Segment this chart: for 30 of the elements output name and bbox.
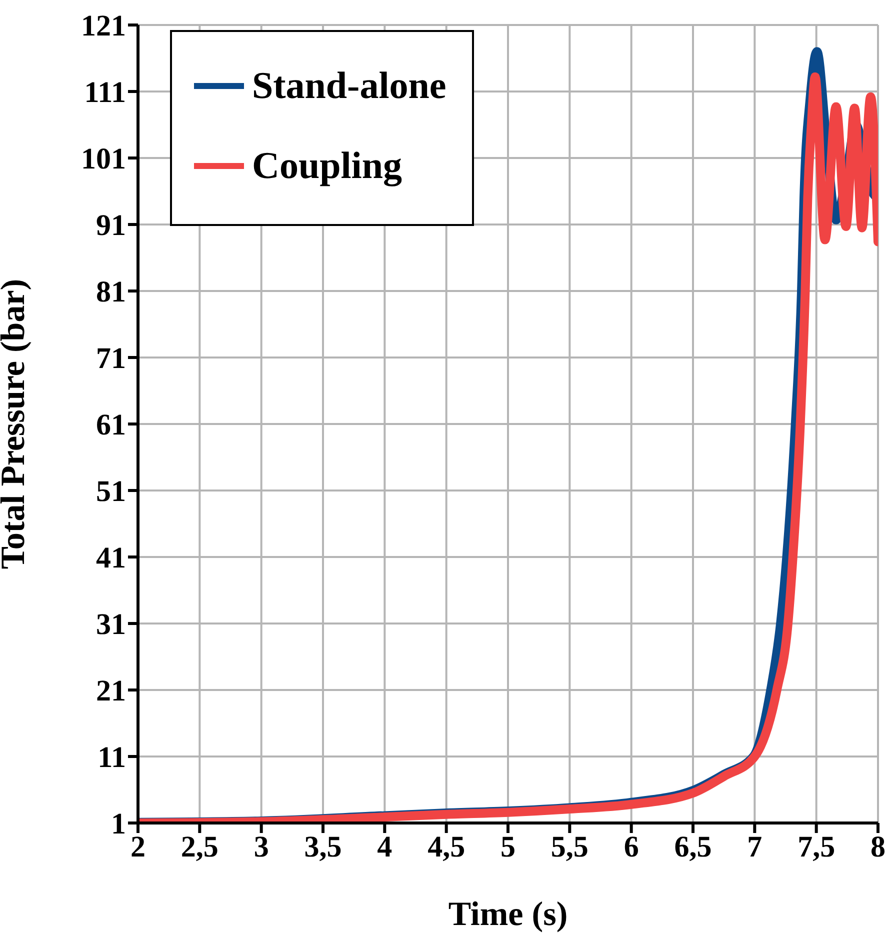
y-tick-label: 121: [81, 10, 126, 43]
x-tick-label: 2,5: [180, 830, 218, 864]
y-tick-label: 101: [81, 142, 126, 176]
x-tick-label: 4: [377, 830, 392, 864]
x-tick-label: 6,5: [674, 830, 712, 864]
x-tick-label: 2: [130, 830, 146, 864]
y-tick-label: 61: [96, 408, 126, 442]
x-axis-title: Time (s): [448, 896, 568, 933]
y-tick-label: 81: [96, 276, 126, 309]
x-tick-label: 3,5: [304, 830, 342, 864]
y-tick-label: 91: [96, 209, 126, 242]
x-tick-label: 4,5: [428, 830, 466, 864]
y-tick-label: 1: [111, 808, 126, 841]
legend-label: Stand-alone: [252, 64, 446, 108]
y-tick-label: 21: [96, 674, 126, 708]
y-tick-label: 11: [98, 741, 126, 774]
y-tick-label: 31: [96, 608, 126, 642]
x-tick-label: 6: [624, 830, 639, 864]
y-axis-title: Total Pressure (bar): [0, 278, 32, 570]
x-tick-label: 7: [747, 830, 762, 864]
y-tick-label: 111: [84, 76, 126, 110]
x-tick-label: 8: [870, 830, 886, 864]
x-tick-label: 3: [254, 830, 269, 864]
x-tick-label: 5,5: [550, 830, 588, 864]
y-tick-label: 51: [96, 475, 126, 508]
y-tick-label: 41: [96, 542, 126, 575]
x-tick-label: 7,5: [798, 830, 836, 864]
legend-label: Coupling: [252, 144, 402, 188]
x-tick-label: 5: [500, 830, 516, 864]
y-tick-label: 71: [96, 342, 126, 376]
